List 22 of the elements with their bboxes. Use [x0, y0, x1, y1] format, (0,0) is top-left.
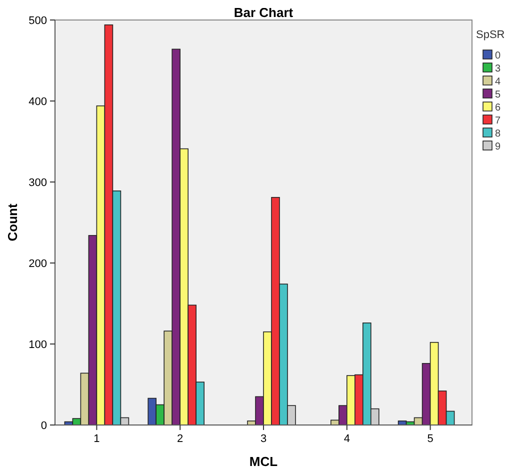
legend-label: 4 — [495, 76, 501, 88]
x-axis-title: MCL — [249, 454, 278, 469]
x-tick-label: 2 — [177, 433, 184, 445]
legend-label: 5 — [495, 90, 501, 100]
y-tick-label: 200 — [28, 258, 47, 270]
legend-label: 6 — [495, 102, 501, 114]
y-tick-label: 500 — [28, 14, 47, 27]
legend-label: 0 — [495, 50, 501, 62]
legend-label: 8 — [495, 128, 501, 140]
x-tick-label: 4 — [344, 433, 350, 445]
legend-label: 9 — [495, 142, 501, 152]
x-tick-label: 5 — [427, 433, 434, 445]
y-tick-label: 100 — [28, 338, 47, 351]
legend-title: SpSR — [476, 29, 505, 41]
x-tick-label: 3 — [260, 433, 267, 445]
y-tick-label: 0 — [40, 420, 47, 432]
legend-label: 3 — [495, 64, 501, 74]
x-tick-label: 1 — [94, 433, 100, 445]
legend-label: 7 — [495, 116, 501, 126]
y-axis-title: Count — [5, 203, 20, 242]
y-tick-label: 300 — [28, 176, 47, 189]
y-tick-label: 400 — [28, 96, 47, 108]
